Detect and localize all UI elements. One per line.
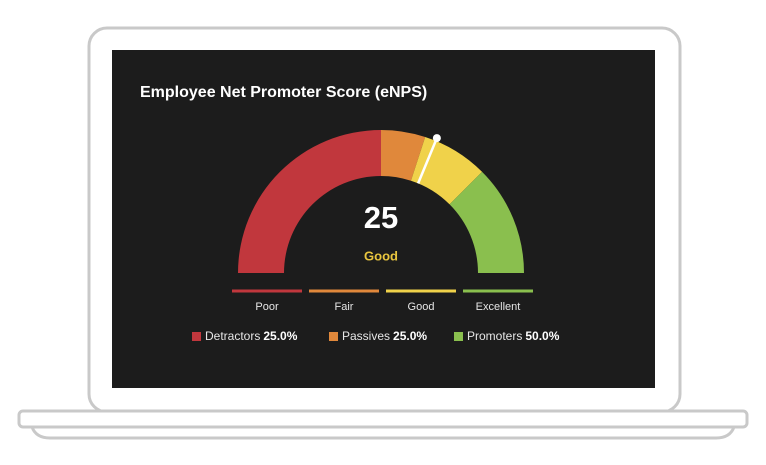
chart-title: Employee Net Promoter Score (eNPS): [140, 84, 427, 101]
legend-entry: Passives 25.0%: [342, 329, 427, 343]
needle: [416, 137, 439, 184]
gauge-band: [381, 130, 426, 181]
legend-name: Promoters: [467, 329, 522, 343]
score: 25: [364, 200, 398, 235]
legend-name: Detractors: [205, 329, 260, 343]
legend-swatch: [192, 332, 201, 341]
legend-swatch: [329, 332, 338, 341]
legend-entry: Promoters 50.0%: [467, 329, 560, 343]
band-label: Good: [408, 301, 435, 313]
legend-name: Passives: [342, 329, 390, 343]
needle-tip: [432, 134, 441, 143]
gauge-band: [449, 171, 524, 273]
band-label: Fair: [335, 301, 354, 313]
legend-value: 25.0%: [393, 329, 427, 343]
laptop-base-lip: [29, 425, 737, 440]
legend-value: 25.0%: [263, 329, 297, 343]
rating: Good: [364, 248, 398, 263]
band-label: Poor: [255, 301, 279, 313]
legend-value: 50.0%: [525, 329, 559, 343]
screen: [112, 50, 655, 388]
laptop-base: [17, 409, 749, 429]
band-label: Excellent: [476, 301, 521, 313]
gauge-band: [238, 130, 381, 273]
legend-swatch: [454, 332, 463, 341]
legend-entry: Detractors 25.0%: [205, 329, 298, 343]
gauge-band: [410, 136, 483, 205]
